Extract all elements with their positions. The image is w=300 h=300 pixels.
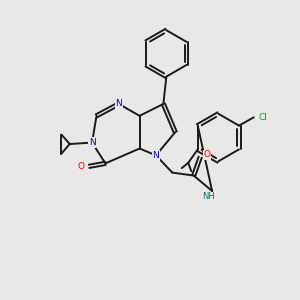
Text: N: N — [116, 99, 122, 108]
Text: O: O — [77, 162, 84, 171]
Text: NH: NH — [202, 193, 215, 202]
Text: Cl: Cl — [258, 113, 267, 122]
Text: O: O — [203, 150, 210, 159]
Text: N: N — [89, 138, 95, 147]
Text: N: N — [153, 151, 159, 160]
